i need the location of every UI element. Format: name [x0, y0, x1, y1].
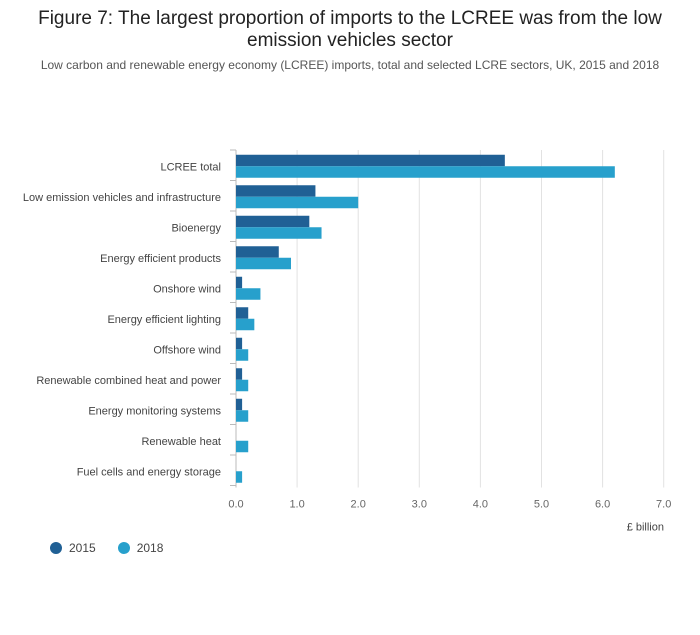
bar-2015 — [236, 215, 310, 228]
bar-2018 — [236, 318, 255, 331]
bar-2015 — [236, 276, 243, 289]
category-label: Offshore wind — [153, 344, 221, 356]
bar-2018 — [236, 227, 322, 239]
legend-swatch-2018 — [117, 542, 130, 554]
category-label: Renewable combined heat and power — [36, 375, 221, 387]
x-tick-label: 2.0 — [351, 499, 366, 511]
category-label: Onshore wind — [153, 283, 221, 295]
bar-2018 — [236, 288, 261, 300]
category-label: Bioenergy — [171, 222, 221, 234]
bar-2018 — [236, 166, 615, 178]
x-tick-label: 4.0 — [473, 499, 488, 511]
x-tick-label: 1.0 — [289, 499, 304, 511]
x-tick-label: 5.0 — [534, 499, 549, 511]
bar-2018 — [236, 196, 359, 209]
bar-2018 — [236, 410, 249, 422]
bar-2018 — [236, 471, 243, 483]
x-tick-label: 3.0 — [412, 499, 427, 511]
chart-subtitle: Low carbon and renewable energy economy … — [40, 58, 660, 72]
x-tick-label: 6.0 — [595, 499, 610, 511]
category-label: Low emission vehicles and infrastructure — [23, 192, 221, 204]
bar-2015 — [236, 398, 243, 411]
bar-2015 — [236, 337, 243, 350]
x-tick-label: 0.0 — [228, 499, 243, 511]
x-axis-label: £ billion — [627, 522, 664, 534]
bar-2018 — [236, 349, 249, 361]
legend-item-2018[interactable]: 2018 — [117, 541, 164, 555]
category-label: Renewable heat — [141, 436, 221, 448]
bar-2015 — [236, 307, 249, 319]
bar-2018 — [236, 440, 249, 453]
category-label: Energy efficient lighting — [107, 314, 221, 326]
bar-2015 — [236, 246, 279, 258]
legend-swatch-2015 — [50, 542, 62, 554]
legend: 2015 2018 — [50, 541, 185, 555]
category-label: Energy efficient products — [100, 253, 221, 265]
legend-label-2018: 2018 — [136, 541, 164, 555]
bar-2018 — [236, 257, 291, 270]
bar-2015 — [236, 368, 243, 380]
legend-item-2015[interactable]: 2015 — [50, 541, 96, 555]
bar-2015 — [236, 185, 316, 197]
category-label: Energy monitoring systems — [88, 405, 221, 417]
legend-label-2015: 2015 — [69, 541, 96, 555]
category-label: Fuel cells and energy storage — [77, 466, 221, 478]
chart-title: Figure 7: The largest proportion of impo… — [38, 8, 662, 51]
bar-2015 — [236, 154, 505, 167]
x-tick-label: 7.0 — [656, 499, 671, 511]
category-label: LCREE total — [160, 161, 221, 173]
bar-2018 — [236, 379, 249, 392]
